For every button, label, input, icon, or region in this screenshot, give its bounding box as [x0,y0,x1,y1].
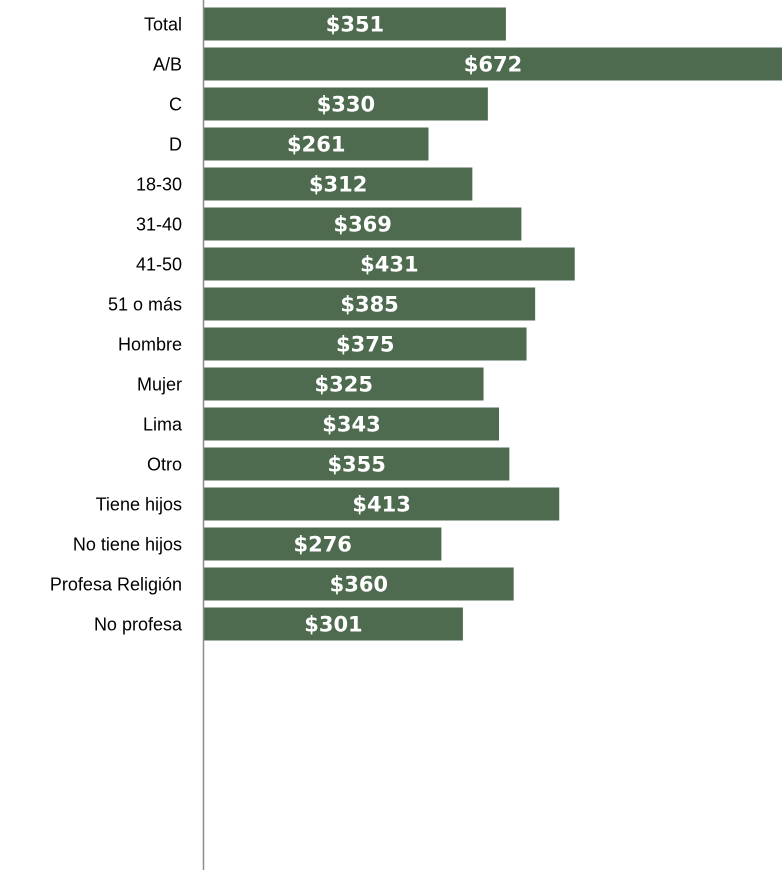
category-label-no-profesa: No profesa [94,614,183,634]
data-label-a-b: $672 [464,53,522,77]
bar-51-o-mas [204,287,536,321]
data-label-41-50: $431 [360,253,418,277]
bar-d [204,127,429,161]
category-label-d: D [169,134,182,154]
bar-41-50 [204,247,575,281]
category-label-total: Total [144,14,182,34]
category-label-hombre: Hombre [118,334,182,354]
category-label-otro: Otro [147,454,182,474]
category-label-no-tiene-hijos: No tiene hijos [73,534,182,554]
data-label-profesa-religion: $360 [330,573,388,597]
category-label-tiene-hijos: Tiene hijos [96,494,182,514]
bar-18-30 [204,167,473,201]
bar-profesa-religion [204,567,514,601]
category-label-18-30: 18-30 [136,174,182,194]
bar-no-profesa [204,607,463,641]
category-label-a-b: A/B [153,54,182,74]
category-label-51-o-mas: 51 o más [108,294,182,314]
data-label-c: $330 [317,93,375,117]
bar-lima [204,407,500,441]
bar-mujer [204,367,484,401]
category-label-profesa-religion: Profesa Religión [50,574,182,594]
category-label-lima: Lima [143,414,183,434]
category-label-c: C [169,94,182,114]
bar-31-40 [204,207,522,241]
data-label-hombre: $375 [336,333,394,357]
data-label-d: $261 [287,133,345,157]
data-label-51-o-mas: $385 [340,293,398,317]
bar-no-tiene-hijos [204,527,442,561]
category-label-31-40: 31-40 [136,214,182,234]
data-label-otro: $355 [327,453,385,477]
data-label-total: $351 [326,13,384,37]
category-label-mujer: Mujer [137,374,182,394]
data-label-18-30: $312 [309,173,367,197]
bar-a-b [204,47,782,81]
bar-tiene-hijos [204,487,560,521]
category-labels-layer: Total A/B CD 18-30 31-40 41-50 51 o más Hombre M… [50,14,183,634]
data-label-31-40: $369 [333,213,391,237]
bar-hombre [204,327,527,361]
data-label-tiene-hijos: $413 [352,493,410,517]
bar-otro [204,447,510,481]
data-label-mujer: $325 [315,373,373,397]
bar-total [204,7,506,41]
bars-layer: $351 $672 $330 $261 $312 $369 $431 $385 $375 $325… [204,7,782,641]
bar-c [204,87,488,121]
data-label-no-tiene-hijos: $276 [293,533,351,557]
category-label-41-50: 41-50 [136,254,182,274]
data-label-lima: $343 [322,413,380,437]
data-label-no-profesa: $301 [304,613,362,637]
